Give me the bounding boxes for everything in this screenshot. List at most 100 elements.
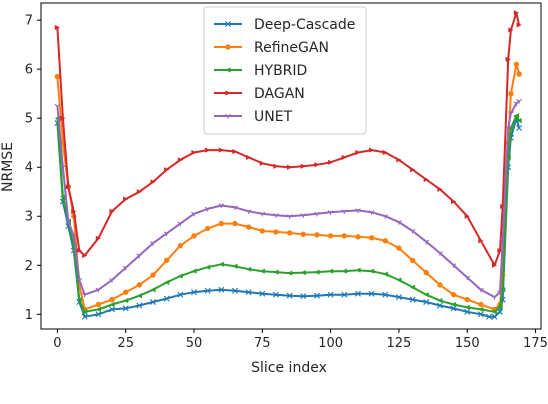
data-point-deep-cascade — [423, 299, 430, 306]
data-point-dagan — [65, 184, 71, 190]
data-point-hybrid — [409, 284, 416, 290]
data-point-deep-cascade — [497, 308, 504, 315]
data-point-hybrid — [95, 306, 101, 312]
data-point-dagan — [464, 213, 470, 219]
data-point-hybrid — [464, 304, 470, 311]
data-point-deep-cascade — [491, 313, 498, 320]
data-point-unet — [409, 228, 416, 234]
data-point-deep-cascade — [354, 290, 361, 297]
data-point-refinegan — [177, 242, 184, 249]
data-point-dagan — [273, 163, 279, 169]
y-tick-label: 4 — [25, 161, 33, 176]
data-point-unet — [81, 292, 88, 298]
data-point-refinegan — [355, 234, 361, 240]
y-tick-label: 3 — [25, 210, 33, 225]
data-point-dagan — [396, 157, 402, 163]
data-point-unet — [286, 214, 293, 219]
data-point-hybrid — [450, 301, 457, 308]
data-point-unet — [423, 239, 430, 245]
data-point-dagan — [328, 159, 334, 165]
data-point-refinegan — [513, 61, 520, 67]
data-point-hybrid — [177, 273, 183, 279]
data-point-unet — [191, 211, 197, 217]
data-point-unet — [499, 238, 506, 244]
data-point-unet — [382, 214, 389, 219]
data-point-unet — [497, 290, 503, 295]
data-point-hybrid — [355, 267, 361, 273]
legend-marker-dagan — [225, 90, 231, 96]
data-point-refinegan — [327, 233, 334, 239]
data-point-dagan — [54, 24, 60, 31]
y-tick-label: 6 — [25, 63, 33, 78]
data-point-refinegan — [54, 73, 61, 80]
data-point-deep-cascade — [150, 299, 157, 306]
data-point-dagan — [355, 149, 361, 156]
data-point-unet — [300, 213, 307, 218]
data-point-unet — [136, 253, 143, 259]
data-point-deep-cascade — [204, 287, 211, 294]
data-point-unet — [355, 208, 361, 213]
x-tick-label: 0 — [53, 336, 61, 351]
data-point-hybrid — [497, 304, 503, 310]
data-point-unet — [437, 250, 443, 256]
data-point-deep-cascade — [232, 287, 238, 294]
data-point-hybrid — [136, 293, 142, 299]
data-point-dagan — [516, 22, 522, 28]
legend-label-deep-cascade: Deep-Cascade — [254, 17, 355, 33]
data-point-hybrid — [218, 261, 224, 267]
x-tick-label: 175 — [523, 336, 548, 351]
legend-item-refinegan: RefineGAN — [214, 40, 329, 56]
data-point-refinegan — [516, 71, 522, 77]
data-point-unet — [516, 99, 523, 104]
data-point-dagan — [205, 147, 211, 153]
data-point-deep-cascade — [477, 311, 484, 318]
data-point-hybrid — [508, 125, 514, 131]
legend-item-dagan: DAGAN — [214, 86, 305, 102]
x-tick-label: 125 — [387, 336, 412, 351]
data-point-deep-cascade — [191, 289, 197, 296]
series-refinegan — [54, 61, 522, 313]
data-point-hybrid — [513, 113, 520, 119]
data-point-deep-cascade — [245, 289, 252, 296]
data-point-dagan — [382, 149, 388, 156]
data-point-hybrid — [314, 269, 320, 275]
data-point-hybrid — [382, 271, 388, 277]
data-point-hybrid — [437, 297, 443, 304]
data-point-dagan — [437, 186, 443, 192]
data-point-refinegan — [396, 245, 402, 251]
data-point-unet — [122, 265, 129, 271]
data-point-dagan — [109, 208, 115, 214]
data-point-hybrid — [82, 309, 88, 315]
data-point-dagan — [513, 10, 520, 16]
data-point-unet — [109, 277, 115, 283]
data-point-unet — [204, 206, 211, 212]
data-point-deep-cascade — [368, 290, 375, 297]
series-group — [54, 10, 523, 320]
y-axis-label: NRMSE — [0, 142, 16, 192]
data-point-dagan — [314, 162, 320, 168]
data-point-dagan — [508, 27, 514, 33]
data-point-dagan — [177, 157, 183, 163]
y-tick-label: 2 — [25, 259, 33, 274]
data-point-hybrid — [273, 269, 279, 275]
data-point-dagan — [341, 154, 347, 161]
legend-marker-hybrid — [225, 67, 231, 73]
data-point-unet — [177, 221, 184, 227]
data-point-refinegan — [259, 228, 266, 234]
data-point-dagan — [76, 247, 82, 254]
data-point-deep-cascade — [450, 305, 457, 312]
data-point-dagan — [300, 163, 306, 169]
series-line-dagan — [56, 11, 521, 267]
data-point-deep-cascade — [436, 302, 443, 309]
x-tick-label: 150 — [455, 336, 480, 351]
data-point-refinegan — [368, 235, 375, 241]
data-point-dagan — [478, 238, 484, 244]
data-point-deep-cascade — [327, 291, 334, 298]
series-dagan — [54, 10, 522, 268]
x-tick-label: 75 — [254, 336, 271, 351]
data-point-hybrid — [369, 268, 375, 274]
data-point-hybrid — [259, 268, 265, 274]
data-point-unet — [341, 209, 348, 214]
data-point-deep-cascade — [341, 291, 348, 298]
data-point-refinegan — [478, 301, 484, 308]
